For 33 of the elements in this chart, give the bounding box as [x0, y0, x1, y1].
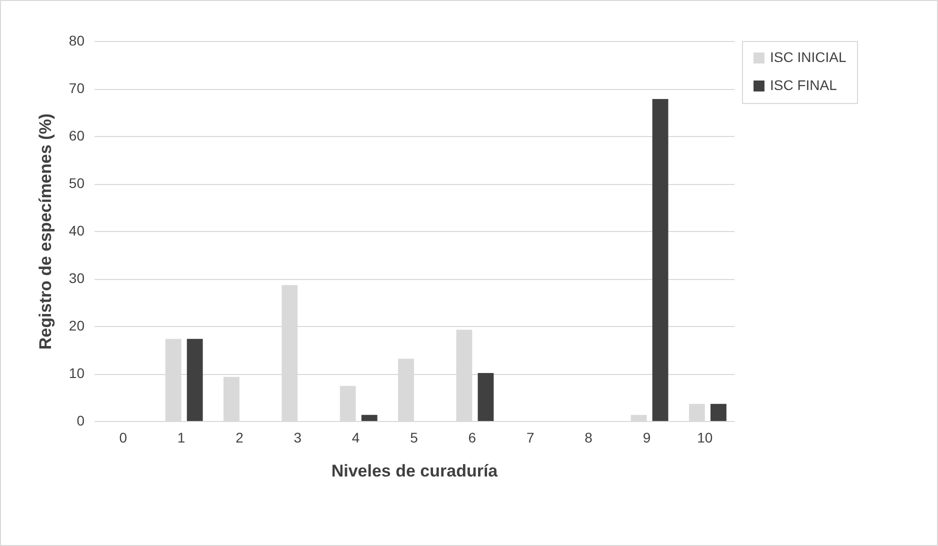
y-tick-label: 40 — [68, 222, 85, 238]
x-tick-label: 6 — [468, 430, 476, 446]
y-axis-title: Registro de especímenes (%) — [36, 113, 55, 350]
bar — [688, 404, 705, 421]
legend-label: ISC INICIAL — [770, 49, 846, 65]
x-tick-label: 0 — [119, 430, 128, 446]
y-tick-label: 20 — [68, 318, 85, 334]
x-tick-label: 1 — [177, 430, 186, 446]
y-tick-label: 50 — [68, 175, 85, 191]
x-tick-label: 3 — [294, 430, 302, 446]
y-tick-label: 10 — [68, 365, 85, 381]
x-tick-label: 8 — [584, 430, 593, 446]
bar — [340, 386, 356, 421]
y-tick-label: 30 — [68, 270, 85, 286]
bar — [478, 373, 494, 421]
legend-label: ISC FINAL — [770, 77, 838, 93]
x-tick-label: 7 — [526, 430, 534, 446]
y-tick-label: 80 — [68, 32, 85, 48]
y-tick-label: 0 — [76, 412, 85, 428]
y-tick-label: 60 — [68, 128, 85, 144]
bar — [224, 376, 240, 421]
x-tick-label: 5 — [410, 430, 418, 446]
x-tick-label: 4 — [352, 430, 360, 446]
bar — [652, 98, 668, 421]
bar — [186, 338, 203, 421]
y-tick-label: 70 — [68, 80, 85, 96]
bar — [710, 404, 726, 421]
x-tick-label: 9 — [642, 430, 651, 446]
x-tick-label: 2 — [236, 430, 244, 446]
bar — [630, 414, 647, 421]
x-axis-title: Niveles de curaduría — [331, 462, 498, 480]
bar — [361, 414, 378, 421]
x-tick-label: 10 — [697, 430, 713, 446]
